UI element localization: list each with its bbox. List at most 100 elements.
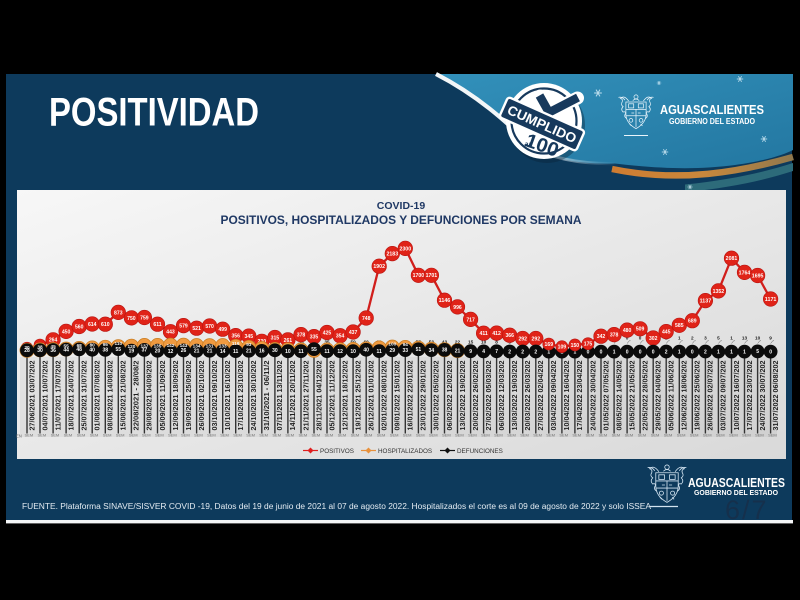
- svg-text:6/7: 6/7: [725, 495, 769, 525]
- svg-text:570: 570: [205, 324, 214, 330]
- svg-text:11: 11: [377, 349, 383, 355]
- svg-text:11: 11: [324, 349, 330, 355]
- svg-text:3: 3: [704, 336, 707, 341]
- svg-text:20/02/2022 26/02/202: 20/02/2022 26/02/202: [471, 361, 480, 431]
- svg-text:SEM: SEM: [181, 433, 190, 438]
- svg-text:689: 689: [688, 319, 697, 325]
- svg-text:19/12/2021 25/12/202: 19/12/2021 25/12/202: [353, 361, 362, 431]
- svg-text:GOBIERNO DEL ESTADO: GOBIERNO DEL ESTADO: [694, 488, 778, 497]
- svg-text:SEM: SEM: [703, 433, 712, 438]
- svg-text:2: 2: [534, 349, 537, 355]
- svg-text:480: 480: [623, 328, 632, 334]
- svg-text:378: 378: [297, 333, 306, 339]
- svg-text:SEM: SEM: [351, 433, 360, 438]
- svg-text:1: 1: [730, 349, 733, 355]
- svg-text:26/06/2022 02/07/202: 26/06/2022 02/07/202: [706, 361, 715, 431]
- svg-text:20/03/2022 26/03/202: 20/03/2022 26/03/202: [523, 361, 532, 431]
- svg-text:SEM: SEM: [25, 433, 34, 438]
- svg-text:13/02/2022 19/02/202: 13/02/2022 19/02/202: [458, 361, 467, 431]
- svg-text:12: 12: [337, 349, 343, 355]
- svg-text:HOSPITALIZADOS: HOSPITALIZADOS: [378, 448, 432, 455]
- svg-text:GOBIERNO DEL ESTADO: GOBIERNO DEL ESTADO: [669, 117, 755, 126]
- svg-text:SEM: SEM: [194, 433, 203, 438]
- svg-text:26/12/2021 01/01/202: 26/12/2021 01/01/202: [367, 361, 376, 431]
- svg-text:11: 11: [298, 349, 304, 355]
- svg-text:135: 135: [154, 344, 162, 349]
- svg-text:SEM: SEM: [546, 433, 555, 438]
- svg-text:SEM: SEM: [429, 433, 438, 438]
- svg-text:06/03/2022 12/03/202: 06/03/2022 12/03/202: [497, 361, 506, 431]
- svg-text:614: 614: [88, 322, 97, 328]
- svg-text:137: 137: [140, 344, 148, 349]
- svg-text:24/07/2022 30/07/202: 24/07/2022 30/07/202: [758, 361, 767, 431]
- svg-text:SEM: SEM: [77, 433, 86, 438]
- svg-text:55: 55: [63, 344, 69, 349]
- svg-text:05/06/2022 11/06/202: 05/06/2022 11/06/202: [667, 361, 676, 431]
- svg-text:SEM: SEM: [507, 433, 516, 438]
- svg-text:SEM: SEM: [233, 433, 242, 438]
- svg-text:12/06/2022 18/06/202: 12/06/2022 18/06/202: [680, 361, 689, 431]
- svg-text:8: 8: [495, 340, 498, 345]
- svg-text:28/11/2021 04/12/202: 28/11/2021 04/12/202: [314, 361, 323, 431]
- svg-text:378: 378: [610, 333, 619, 339]
- svg-text:SEM: SEM: [768, 433, 777, 438]
- svg-text:21: 21: [246, 349, 252, 355]
- svg-text:28: 28: [24, 348, 30, 354]
- svg-text:10/10/2021 16/10/202: 10/10/2021 16/10/202: [223, 361, 232, 431]
- svg-text:354: 354: [336, 334, 345, 340]
- svg-text:SEM: SEM: [677, 433, 686, 438]
- svg-text:02/01/2022 08/01/202: 02/01/2022 08/01/202: [380, 361, 389, 431]
- svg-text:14/11/2021 20/11/202: 14/11/2021 20/11/202: [288, 361, 297, 431]
- svg-text:2: 2: [691, 336, 694, 341]
- svg-text:SEM: SEM: [481, 433, 490, 438]
- svg-text:SEM: SEM: [38, 433, 47, 438]
- svg-text:29/08/2021 04/09/202: 29/08/2021 04/09/202: [145, 361, 154, 431]
- svg-text:al: al: [523, 141, 531, 150]
- svg-text:10: 10: [755, 336, 761, 341]
- svg-text:SEM: SEM: [455, 433, 464, 438]
- svg-text:1902: 1902: [373, 264, 385, 270]
- svg-text:23/01/2022 29/01/202: 23/01/2022 29/01/202: [419, 361, 428, 431]
- svg-text:27/02/2022 05/03/202: 27/02/2022 05/03/202: [484, 361, 493, 431]
- svg-text:10: 10: [350, 349, 356, 355]
- svg-text:1: 1: [678, 336, 681, 341]
- svg-text:1: 1: [743, 349, 746, 355]
- svg-text:27/06/2021 03/07/202: 27/06/2021 03/07/202: [27, 361, 36, 431]
- svg-text:445: 445: [662, 330, 671, 336]
- svg-text:13: 13: [742, 336, 748, 341]
- svg-text:450: 450: [62, 329, 71, 335]
- svg-text:SEM: SEM: [285, 433, 294, 438]
- svg-text:SEM: SEM: [586, 433, 595, 438]
- svg-text:1: 1: [678, 349, 681, 355]
- svg-text:SEM: SEM: [520, 433, 529, 438]
- svg-text:FUENTE. Plataforma SINAVE/SISV: FUENTE. Plataforma SINAVE/SISVER COVID -…: [22, 502, 652, 511]
- svg-text:SEM: SEM: [416, 433, 425, 438]
- svg-text:0: 0: [691, 349, 694, 355]
- svg-text:SEM: SEM: [403, 433, 412, 438]
- svg-text:10: 10: [481, 340, 487, 345]
- svg-text:EN: EN: [16, 434, 22, 439]
- svg-text:SEM: SEM: [559, 433, 568, 438]
- svg-text:22: 22: [455, 340, 461, 345]
- svg-text:750: 750: [127, 316, 136, 322]
- svg-text:0: 0: [639, 336, 642, 341]
- svg-text:10/07/2022 16/07/202: 10/07/2022 16/07/202: [732, 361, 741, 431]
- svg-text:26/09/2021 02/10/202: 26/09/2021 02/10/202: [197, 361, 206, 431]
- svg-text:13/03/2022 19/03/202: 13/03/2022 19/03/202: [510, 361, 519, 431]
- svg-text:SEM: SEM: [272, 433, 281, 438]
- svg-text:11: 11: [233, 349, 239, 355]
- svg-text:SEM: SEM: [299, 433, 308, 438]
- svg-text:15: 15: [468, 340, 474, 345]
- svg-text:437: 437: [349, 330, 358, 336]
- svg-text:16/01/2022 22/01/202: 16/01/2022 22/01/202: [406, 361, 415, 431]
- svg-text:873: 873: [114, 310, 123, 316]
- svg-text:143: 143: [180, 343, 188, 348]
- svg-text:315: 315: [271, 335, 280, 341]
- svg-text:292: 292: [532, 336, 541, 342]
- svg-text:748: 748: [362, 316, 371, 322]
- svg-text:131: 131: [206, 344, 214, 349]
- svg-text:01/05/2022 07/05/202: 01/05/2022 07/05/202: [601, 361, 610, 431]
- svg-text:03/07/2022 09/07/202: 03/07/2022 09/07/202: [719, 361, 728, 431]
- svg-text:SEM: SEM: [572, 433, 581, 438]
- svg-text:55: 55: [311, 347, 317, 353]
